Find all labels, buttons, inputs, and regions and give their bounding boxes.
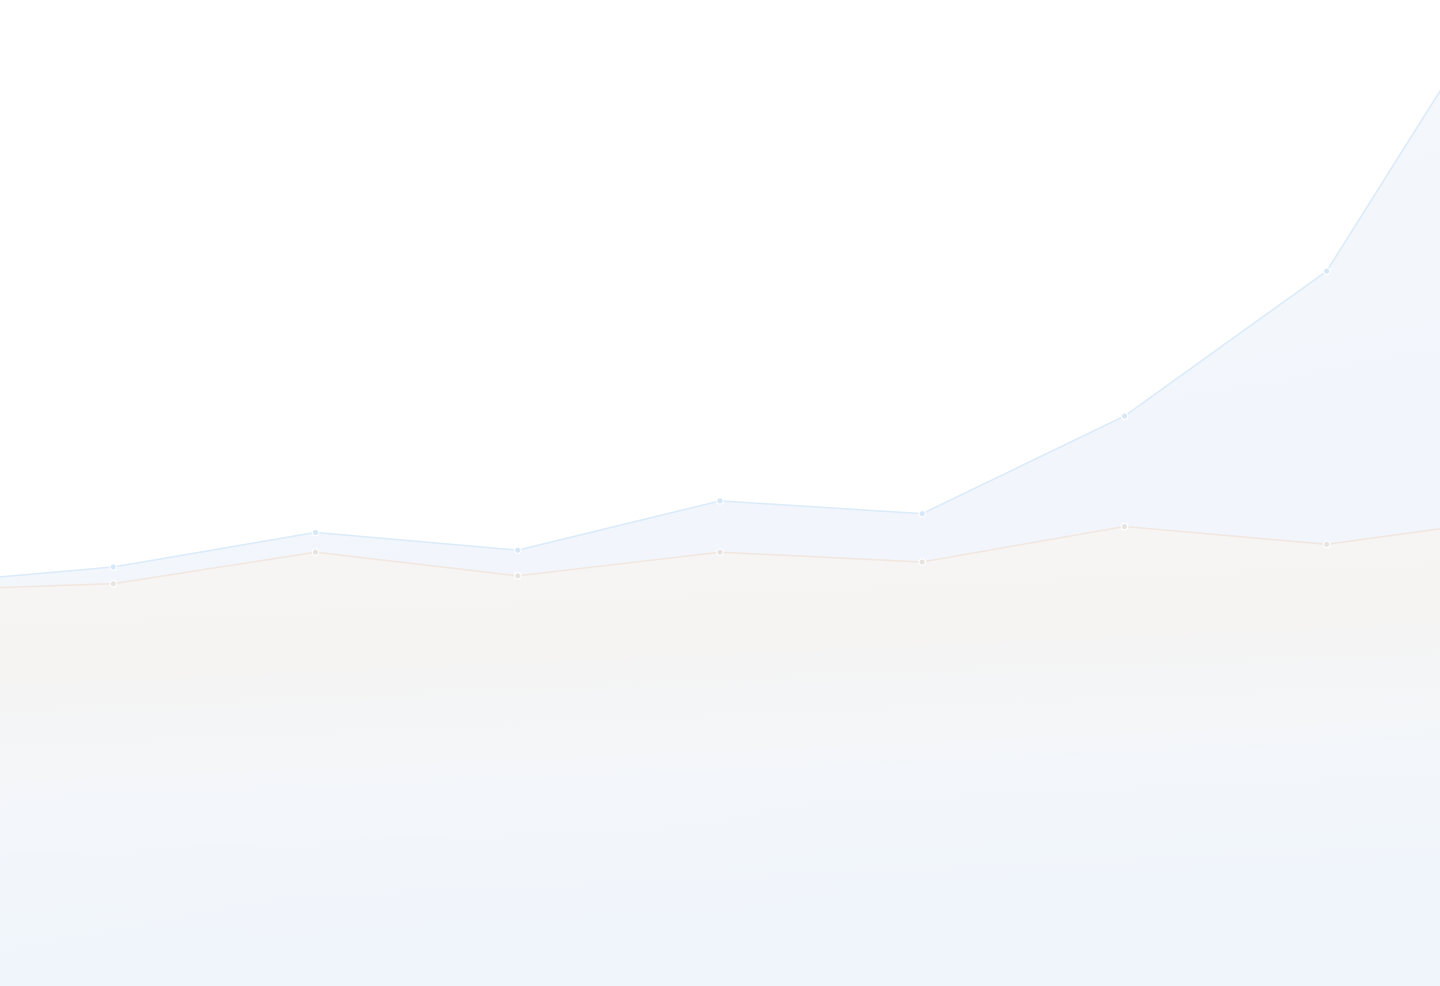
series-0-point [109,563,118,571]
series-1-point [1322,540,1331,549]
series-0-point [1120,412,1129,420]
series-1-point [109,579,118,588]
series-0-point [1322,267,1331,275]
series-markers [109,267,1331,588]
series-0-point [513,546,522,554]
series-0-point [716,497,724,505]
series-1-point [513,572,522,580]
series-1-area [0,526,1440,986]
series-0-point [311,528,320,537]
series-1-point [311,548,320,556]
series-1-point [918,558,927,566]
series-1-point [716,548,724,556]
series-0-point [918,509,927,518]
series-1-point [1120,522,1129,531]
